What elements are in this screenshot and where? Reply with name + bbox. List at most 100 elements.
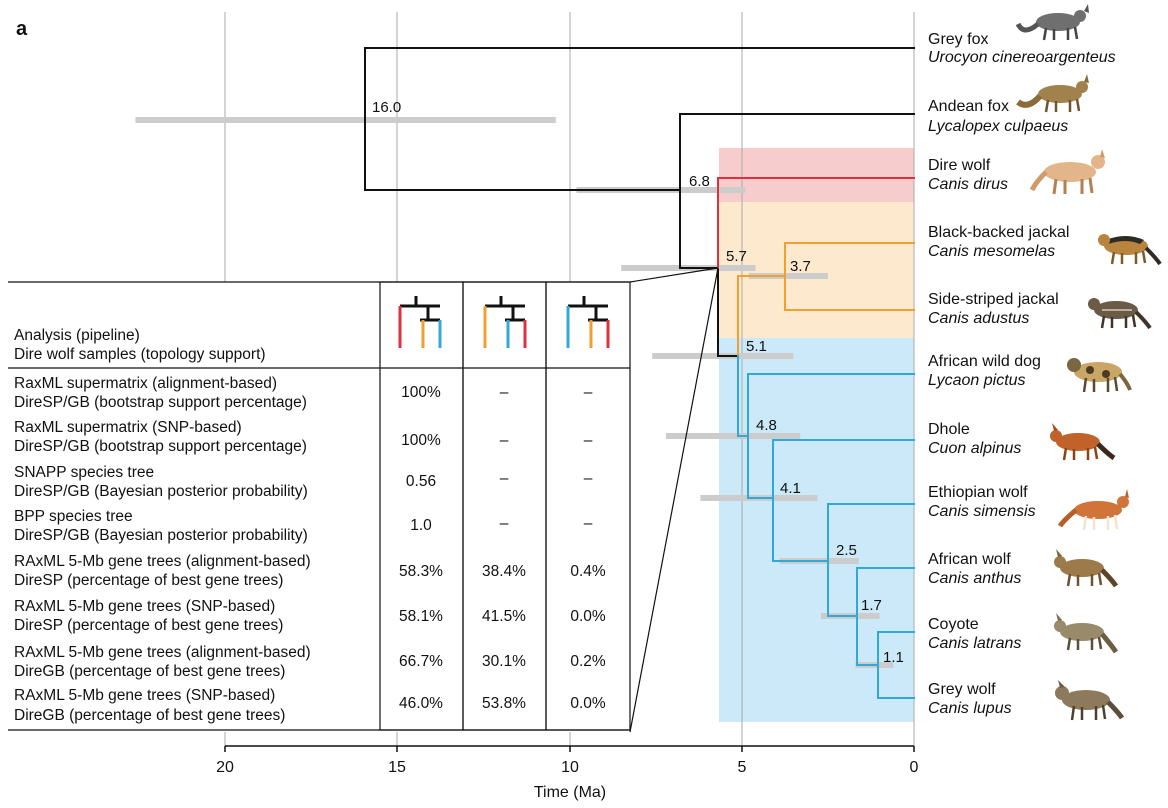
taxon-latin-african-wild-dog: Lycaon pictus — [928, 372, 1026, 389]
row-analysis-line2: DireSP/GB (bootstrap support percentage) — [14, 438, 307, 455]
taxon-common-black-backed-jackal: Black-backed jackal — [928, 224, 1069, 241]
taxon-latin-ethiopian-wolf: Canis simensis — [928, 503, 1036, 520]
node-label-4.1: 4.1 — [780, 480, 801, 497]
node-label-1.1: 1.1 — [883, 649, 904, 666]
node-age-labels: 16.0 6.8 5.7 3.7 5.1 4.8 4.1 2.5 1.7 1.1 — [372, 99, 904, 666]
row-analysis-line2: DireGB (percentage of best gene trees) — [14, 663, 285, 680]
row-analysis-line2: DireSP (percentage of best gene trees) — [14, 617, 283, 634]
table-background — [8, 282, 630, 732]
row-analysis-line1: BPP species tree — [14, 508, 133, 525]
row-value-topology-1: 58.3% — [399, 563, 443, 580]
topology-dire-wolf-sister-icon — [398, 296, 442, 348]
grey-wolf-icon — [1055, 680, 1125, 721]
topology-wolf-clade-sister-icon — [566, 296, 610, 348]
taxon-common-dire-wolf: Dire wolf — [928, 157, 991, 174]
taxon-common-grey-fox: Grey fox — [928, 31, 988, 48]
row-analysis-line1: SNAPP species tree — [14, 464, 154, 481]
node-label-5.7: 5.7 — [726, 248, 747, 265]
branch-jackal-stem — [737, 275, 786, 357]
table-header-line1: Analysis (pipeline) — [14, 327, 140, 344]
row-value-topology-3: – — [584, 384, 593, 401]
row-value-topology-1: 0.56 — [406, 473, 436, 490]
node-label-16.0: 16.0 — [372, 99, 401, 116]
inset-connector-lines — [629, 267, 719, 733]
dire-wolf-icon — [1029, 149, 1105, 195]
row-analysis-line1: RAxML 5-Mb gene trees (alignment-based) — [14, 644, 311, 661]
taxon-common-african-wild-dog: African wild dog — [928, 353, 1041, 370]
tree-branches — [364, 47, 915, 699]
row-value-topology-1: 58.1% — [399, 608, 443, 625]
row-analysis-line2: DireSP/GB (bootstrap support percentage) — [14, 394, 307, 411]
african-wild-dog-icon — [1067, 358, 1132, 393]
topology-support-table: Analysis (pipeline) Dire wolf samples (t… — [8, 267, 719, 733]
black-backed-jackal-icon — [1098, 234, 1162, 266]
table-rows: RaxML supermatrix (alignment-based) Dire… — [14, 375, 606, 724]
table-row: RAxML 5-Mb gene trees (alignment-based) … — [14, 644, 606, 680]
node-label-6.8: 6.8 — [689, 173, 710, 190]
taxon-common-side-striped-jackal: Side-striped jackal — [928, 291, 1059, 308]
row-value-topology-2: 30.1% — [482, 653, 526, 670]
grey-fox-icon — [1015, 4, 1089, 41]
taxon-common-ethiopian-wolf: Ethiopian wolf — [928, 484, 1028, 501]
axis-tick-label: 15 — [388, 759, 406, 776]
taxon-latin-grey-wolf: Canis lupus — [928, 700, 1012, 717]
node-label-3.7: 3.7 — [790, 258, 811, 275]
axis-title: Time (Ma) — [534, 784, 606, 801]
row-analysis-line1: RAxML 5-Mb gene trees (SNP-based) — [14, 687, 275, 704]
wolf-like-band — [719, 338, 914, 722]
node-label-4.8: 4.8 — [756, 417, 777, 434]
row-analysis-line2: DireSP (percentage of best gene trees) — [14, 572, 283, 589]
topology-jackal-sister-icon — [483, 296, 527, 348]
table-row: RAxML 5-Mb gene trees (SNP-based) DireSP… — [14, 598, 606, 634]
table-column-frame-3 — [545, 281, 631, 731]
row-value-topology-1: 46.0% — [399, 695, 443, 712]
row-value-topology-1: 100% — [401, 384, 441, 401]
row-value-topology-2: 41.5% — [482, 608, 526, 625]
node-age-interval-bar-3.7 — [748, 273, 828, 279]
table-row: BPP species tree DireSP/GB (Bayesian pos… — [14, 508, 593, 544]
row-analysis-line1: RAxML 5-Mb gene trees (alignment-based) — [14, 553, 311, 570]
table-row: RAxML 5-Mb gene trees (SNP-based) DireGB… — [14, 687, 606, 724]
clade-bands — [719, 148, 914, 722]
table-header-line2: Dire wolf samples (topology support) — [14, 346, 266, 363]
table-row: RAxML 5-Mb gene trees (alignment-based) … — [14, 553, 606, 589]
node-age-interval-bar-16.0 — [135, 117, 556, 123]
row-value-topology-3: 0.0% — [570, 695, 606, 712]
taxon-latin-dire-wolf: Canis dirus — [928, 176, 1008, 193]
taxon-common-african-wolf: African wolf — [928, 551, 1011, 568]
coyote-icon — [1054, 613, 1119, 654]
row-value-topology-3: – — [584, 470, 593, 487]
row-analysis-line2: DireGB (percentage of best gene trees) — [14, 707, 285, 724]
node-age-interval-bar-4.8 — [665, 433, 801, 439]
taxon-common-coyote: Coyote — [928, 616, 979, 633]
ethiopian-wolf-icon — [1057, 489, 1129, 531]
row-value-topology-3: 0.2% — [570, 653, 606, 670]
taxon-latin-coyote: Canis latrans — [928, 635, 1021, 652]
row-value-topology-2: – — [500, 432, 509, 449]
row-value-topology-2: 53.8% — [482, 695, 526, 712]
taxon-latin-african-wolf: Canis anthus — [928, 570, 1021, 587]
african-wolf-icon — [1054, 549, 1119, 588]
taxon-common-dhole: Dhole — [928, 421, 970, 438]
taxon-common-grey-wolf: Grey wolf — [928, 681, 996, 698]
branch-wolf-clade-stem — [737, 355, 749, 437]
time-axis: 20 15 10 5 0 Time (Ma) — [216, 745, 919, 801]
taxon-latin-side-striped-jackal: Canis adustus — [928, 310, 1029, 327]
node-label-2.5: 2.5 — [836, 542, 857, 559]
dhole-icon — [1050, 423, 1116, 461]
row-analysis-line2: DireSP/GB (Bayesian posterior probabilit… — [14, 483, 308, 500]
row-value-topology-1: 66.7% — [399, 653, 443, 670]
row-analysis-line1: RaxML supermatrix (SNP-based) — [14, 419, 242, 436]
table-row: RaxML supermatrix (SNP-based) DireSP/GB … — [14, 419, 593, 455]
row-value-topology-3: 0.0% — [570, 608, 606, 625]
andean-fox-icon — [1016, 74, 1089, 113]
dire-wolf-band — [719, 148, 914, 202]
node-label-1.7: 1.7 — [861, 597, 882, 614]
row-value-topology-2: 38.4% — [482, 563, 526, 580]
axis-tick-label: 5 — [738, 759, 747, 776]
axis-tick-label: 10 — [561, 759, 579, 776]
taxon-latin-andean-fox: Lycalopex culpaeus — [928, 118, 1068, 135]
taxon-latin-grey-fox: Urocyon cinereoargenteus — [928, 49, 1116, 66]
row-value-topology-3: 0.4% — [570, 563, 606, 580]
